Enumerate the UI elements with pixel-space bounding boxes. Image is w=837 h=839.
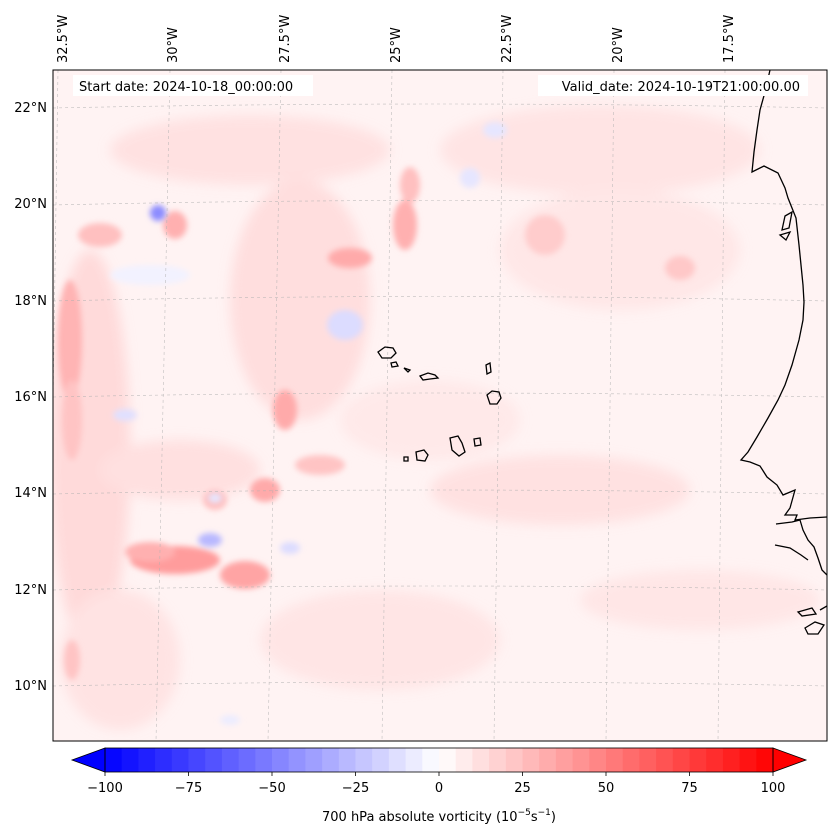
colorbar-cell [388, 748, 406, 772]
lat-label-14n: 14°N [14, 486, 47, 501]
colorbar-label: 700 hPa absolute vorticity (10−5s−1) [322, 808, 556, 825]
colorbar-cell [171, 748, 189, 772]
colorbar-cell [372, 748, 390, 772]
longitude-labels: 32.5°W 30°W 27.5°W 25°W 22.5°W 20°W 17.5… [56, 15, 737, 63]
colorbar-cell [405, 748, 423, 772]
colorbar-min-extend [70, 747, 106, 773]
cape-verde-islands [377, 346, 502, 462]
colorbar-cell [188, 748, 206, 772]
colorbar-label-end: ) [551, 810, 556, 825]
colorbar-tick-labels: −100 −75 −50 −25 0 25 50 75 100 [87, 781, 785, 796]
start-date-text: Start date: 2024-10-18_00:00:00 [79, 80, 293, 95]
colorbar-cell [238, 748, 256, 772]
colorbar-cell [706, 748, 724, 772]
colorbar-cell [606, 748, 624, 772]
colorbar-cell [739, 748, 757, 772]
lat-label-10n: 10°N [14, 679, 47, 694]
colorbar-label-mid: s [531, 810, 538, 825]
colorbar-cell [221, 748, 239, 772]
start-date-box [73, 75, 313, 96]
colorbar-cell [322, 748, 340, 772]
lat-label-20n: 20°N [14, 197, 47, 212]
lon-label-20w: 20°W [611, 27, 626, 63]
colorbar-cell [756, 748, 774, 772]
lon-label-27-5w: 27.5°W [278, 15, 293, 63]
colorbar-cell [105, 748, 123, 772]
colorbar-cell [639, 748, 657, 772]
lon-label-32-5w: 32.5°W [56, 15, 71, 63]
cb-tick-label: −25 [342, 781, 369, 796]
map-panel: Start date: 2024-10-18_00:00:00 Valid_da… [53, 70, 827, 741]
colorbar-label-sup2: −1 [538, 808, 551, 818]
lat-label-12n: 12°N [14, 583, 47, 598]
colorbar-cell [272, 748, 290, 772]
colorbar-cell [255, 748, 273, 772]
colorbar-max-extend [772, 747, 808, 773]
vorticity-field [53, 105, 820, 730]
map-frame [52, 69, 828, 742]
colorbar-cell [455, 748, 473, 772]
colorbar-cell [288, 748, 306, 772]
colorbar-cell [489, 748, 507, 772]
colorbar-cell [555, 748, 573, 772]
colorbar-cell [622, 748, 640, 772]
colorbar-cell [656, 748, 674, 772]
cb-tick-label: −75 [175, 781, 202, 796]
colorbar-cell [589, 748, 607, 772]
valid-date-box [538, 75, 808, 96]
cb-tick-label: 100 [761, 781, 786, 796]
cb-tick-label: 75 [681, 781, 698, 796]
colorbar-cell [572, 748, 590, 772]
colorbar-cell [138, 748, 156, 772]
lon-label-25w: 25°W [389, 27, 404, 63]
colorbar-label-sup1: −5 [518, 808, 531, 818]
colorbar-cell [689, 748, 707, 772]
colorbar-cells [105, 748, 774, 772]
cb-tick-label: −100 [87, 781, 123, 796]
colorbar-cell [472, 748, 490, 772]
cb-tick-label: 25 [514, 781, 531, 796]
valid-date-text: Valid_date: 2024-10-19T21:00:00.00 [562, 80, 800, 95]
lat-label-16n: 16°N [14, 390, 47, 405]
colorbar-cell [522, 748, 540, 772]
colorbar-cell [672, 748, 690, 772]
colorbar-cell [505, 748, 523, 772]
colorbar-cell [722, 748, 740, 772]
colorbar-cell [121, 748, 139, 772]
cb-tick-label: 0 [435, 781, 443, 796]
colorbar-cell [205, 748, 223, 772]
cb-tick-label: −50 [258, 781, 285, 796]
colorbar-cell [422, 748, 440, 772]
lon-label-30w: 30°W [166, 27, 181, 63]
latitude-labels: 22°N 20°N 18°N 16°N 14°N 12°N 10°N [14, 101, 47, 694]
lon-label-22-5w: 22.5°W [500, 15, 515, 63]
colorbar: −100 −75 −50 −25 0 25 50 75 100 700 hPa … [70, 747, 808, 825]
lat-label-18n: 18°N [14, 294, 47, 309]
cb-tick-label: 50 [598, 781, 615, 796]
colorbar-cell [338, 748, 356, 772]
colorbar-cell [155, 748, 173, 772]
colorbar-ticks [104, 772, 774, 776]
colorbar-cell [439, 748, 457, 772]
africa-coastline [739, 70, 827, 635]
colorbar-cell [355, 748, 373, 772]
colorbar-cell [305, 748, 323, 772]
gridlines [53, 70, 827, 741]
lon-label-17-5w: 17.5°W [722, 15, 737, 63]
lat-label-22n: 22°N [14, 101, 47, 116]
colorbar-cell [539, 748, 557, 772]
